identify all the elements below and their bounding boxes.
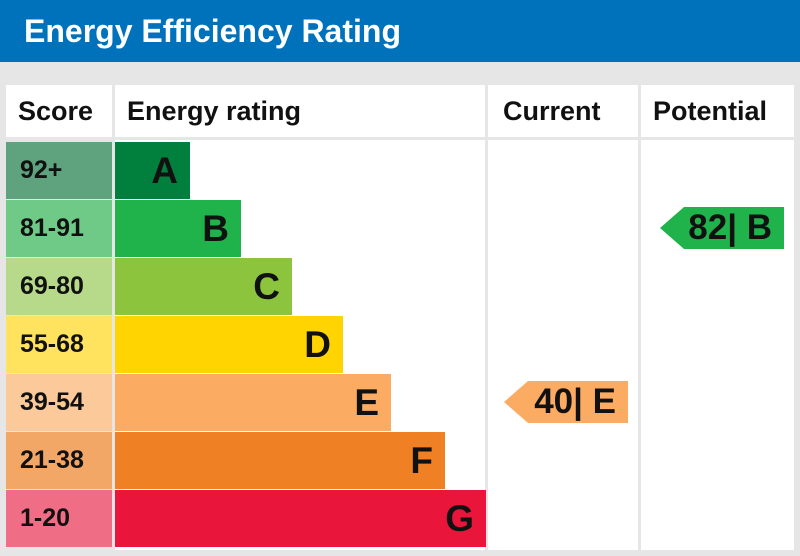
score-range-e: 39-54 <box>6 374 112 431</box>
header-current: Current <box>488 85 638 137</box>
current-rating-arrow: 40| E <box>504 381 628 423</box>
header-potential: Potential <box>641 85 794 137</box>
band-b: B <box>115 200 241 257</box>
band-e: E <box>115 374 391 431</box>
band-g: G <box>115 490 486 547</box>
header-energy-rating: Energy rating <box>115 85 485 137</box>
potential-column <box>641 140 794 550</box>
score-range-a: 92+ <box>6 142 112 199</box>
page-title: Energy Efficiency Rating <box>0 0 800 62</box>
header-score: Score <box>6 85 112 137</box>
band-a: A <box>115 142 190 199</box>
band-f: F <box>115 432 445 489</box>
score-range-c: 69-80 <box>6 258 112 315</box>
band-d: D <box>115 316 343 373</box>
band-c: C <box>115 258 292 315</box>
score-range-b: 81-91 <box>6 200 112 257</box>
current-column <box>488 140 638 550</box>
score-range-f: 21-38 <box>6 432 112 489</box>
score-range-g: 1-20 <box>6 490 112 547</box>
score-range-d: 55-68 <box>6 316 112 373</box>
potential-rating-arrow: 82| B <box>660 207 784 249</box>
rating-table: Score Energy rating Current Potential 92… <box>0 62 800 556</box>
